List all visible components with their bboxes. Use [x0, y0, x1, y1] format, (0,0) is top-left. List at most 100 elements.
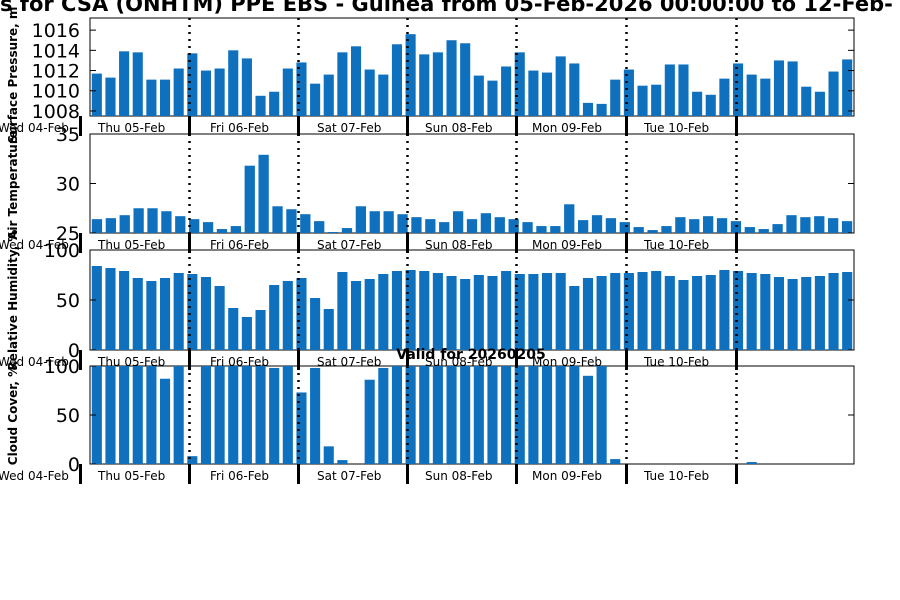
surface-pressure-day-label: Tue 10-Feb [643, 121, 709, 135]
surface-pressure-bar [432, 52, 443, 116]
cloud-cover-bar [473, 366, 484, 464]
air-temperature-bar [383, 211, 394, 233]
air-temperature-bar [452, 211, 464, 233]
surface-pressure-bar [350, 46, 362, 116]
air-temperature-bar [272, 206, 283, 233]
cloud-cover-day-label: Wed 04-Feb [0, 469, 69, 483]
air-temperature-bar [675, 217, 686, 233]
relative-humidity-bar [378, 274, 389, 350]
cloud-cover-bar [501, 366, 512, 464]
relative-humidity-bar [473, 275, 484, 350]
relative-humidity-bar [555, 273, 566, 350]
relative-humidity-bar [419, 271, 430, 350]
surface-pressure-bar [746, 74, 757, 116]
relative-humidity-bar [760, 274, 771, 350]
cloud-cover-bar [405, 366, 416, 464]
relative-humidity-bar [487, 276, 498, 350]
cloud-cover-ytick-label: 100 [44, 356, 80, 378]
air-temperature-bar [341, 228, 353, 233]
relative-humidity-bar [159, 278, 171, 350]
surface-pressure-bar [732, 63, 744, 116]
cloud-cover-bar [528, 366, 539, 464]
relative-humidity-bar [814, 276, 825, 350]
air-temperature-bar [828, 218, 839, 233]
surface-pressure-bar [596, 103, 607, 116]
surface-pressure-bar [159, 79, 171, 116]
surface-pressure-day-label: Mon 09-Feb [532, 121, 602, 135]
air-temperature-bar [355, 206, 367, 233]
cloud-cover-bar [419, 366, 430, 464]
relative-humidity-bar [91, 266, 102, 350]
air-temperature-bar [786, 215, 797, 233]
air-temperature-bar [439, 222, 450, 233]
cloud-cover-bar [228, 366, 239, 464]
relative-humidity-day-label: Wed 04-Feb [0, 355, 69, 369]
relative-humidity-bar [310, 298, 321, 350]
cloud-cover-day-label: Sun 08-Feb [425, 469, 493, 483]
cloud-cover-bar [119, 366, 130, 464]
air-temperature-day-label: Sun 08-Feb [425, 238, 493, 252]
relative-humidity-bar [432, 273, 443, 350]
air-temperature-bar [758, 229, 769, 233]
air-temperature-bar [508, 219, 519, 233]
surface-pressure-bar [132, 52, 143, 116]
cloud-cover-ytick-label: 0 [68, 454, 80, 476]
air-temperature-bar [605, 218, 617, 233]
air-temperature-bar [730, 221, 742, 233]
relative-humidity-bar [541, 273, 553, 350]
air-temperature-ytick-label: 35 [56, 124, 80, 146]
relative-humidity-bar [514, 274, 525, 350]
air-temperature-bar [550, 226, 561, 233]
air-temperature-bar [147, 208, 158, 233]
relative-humidity-bar [405, 270, 416, 350]
surface-pressure-bar [187, 53, 198, 116]
air-temperature-bar [286, 209, 297, 233]
air-temperature-bar [119, 215, 130, 233]
air-temperature-bar [522, 222, 533, 233]
cloud-cover-bar [460, 366, 471, 464]
surface-pressure-bar [310, 83, 321, 116]
surface-pressure-bar [487, 80, 498, 116]
air-temperature-bar [564, 204, 575, 233]
air-temperature-bar [327, 232, 339, 233]
relative-humidity-ytick-label: 0 [68, 340, 80, 362]
surface-pressure-bar [391, 44, 403, 116]
surface-pressure-bar [241, 58, 252, 116]
surface-pressure-day-label: Thu 05-Feb [97, 121, 165, 135]
air-temperature-bar [369, 211, 380, 233]
air-temperature-bar [647, 230, 658, 233]
relative-humidity-bar [637, 272, 648, 350]
relative-humidity-bar [787, 279, 798, 350]
air-temperature-bar [161, 211, 172, 233]
relative-humidity-bar [132, 278, 143, 350]
cloud-cover-day-label: Thu 05-Feb [97, 469, 165, 483]
air-temperature-bar [230, 226, 241, 233]
relative-humidity-bar [651, 271, 662, 350]
cloud-cover-bar [378, 367, 389, 464]
relative-humidity-bar [746, 273, 757, 350]
surface-pressure-bar [200, 70, 212, 116]
cloud-cover-bar [596, 366, 607, 464]
air-temperature-bar [744, 227, 755, 233]
surface-pressure-bar [296, 62, 307, 116]
relative-humidity-bar [528, 274, 539, 350]
surface-pressure-ytick-label: 1010 [32, 81, 80, 103]
air-temperature-bar [536, 226, 547, 233]
cloud-cover-bar [432, 366, 443, 464]
surface-pressure-bar [651, 84, 662, 116]
cloud-cover-subtitle: Valid for 20260205 [396, 347, 545, 363]
surface-pressure-bar [637, 85, 648, 116]
air-temperature-day-label: Mon 09-Feb [532, 238, 602, 252]
air-temperature-bar [703, 216, 714, 233]
air-temperature-ytick-label: 30 [56, 174, 80, 196]
cloud-cover-day-label: Fri 06-Feb [210, 469, 269, 483]
relative-humidity-bar [296, 278, 307, 350]
cloud-cover-bar [391, 366, 403, 464]
surface-pressure-bar [378, 74, 389, 116]
relative-humidity-bar [282, 281, 293, 350]
relative-humidity-bar [269, 285, 280, 350]
air-temperature-day-label: Tue 10-Feb [643, 238, 709, 252]
air-temperature-bar [175, 216, 186, 233]
